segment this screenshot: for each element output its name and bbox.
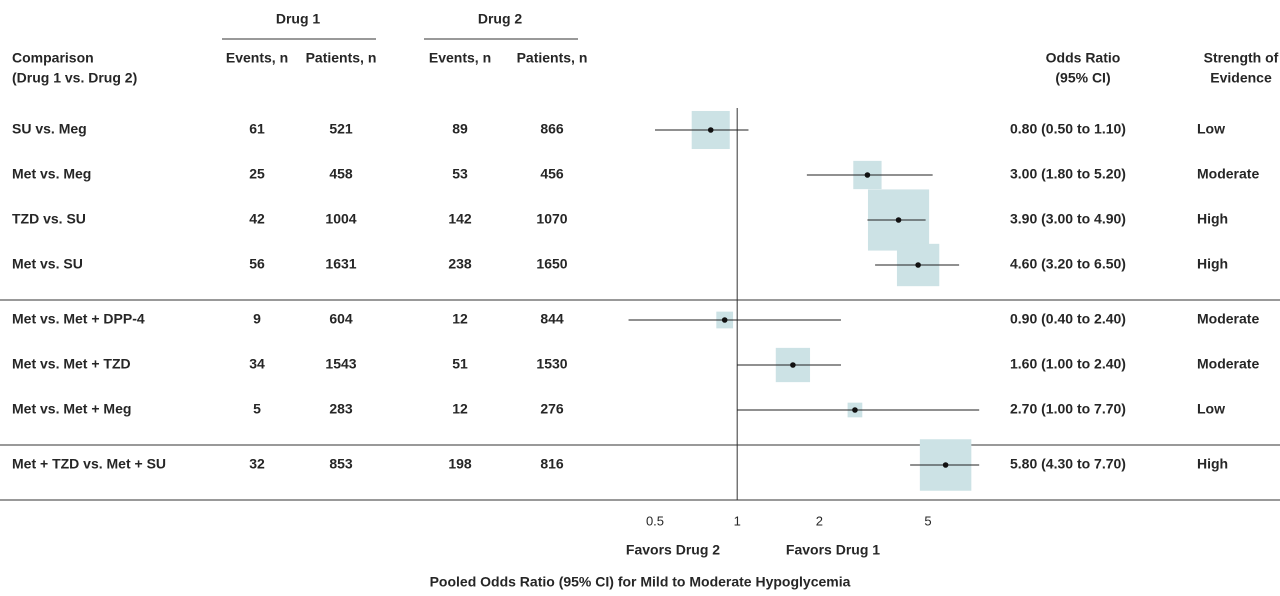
- or-label: 0.90 (0.40 to 2.40): [1010, 311, 1126, 327]
- count-cell: 42: [249, 211, 265, 227]
- column-header: Events, n: [429, 50, 491, 66]
- count-cell: 283: [329, 401, 353, 417]
- comparison: Met vs. Met + TZD: [12, 356, 131, 372]
- count-cell: 34: [249, 356, 265, 372]
- count-cell: 456: [540, 166, 564, 182]
- count-cell: 89: [452, 121, 468, 137]
- comparison: Met vs. SU: [12, 256, 83, 272]
- x-tick-label: 5: [924, 513, 931, 528]
- count-cell: 53: [452, 166, 468, 182]
- count-cell: 12: [452, 311, 468, 327]
- count-cell: 56: [249, 256, 265, 272]
- point-estimate: [942, 462, 949, 468]
- strength: Low: [1197, 121, 1225, 137]
- x-tick-label: 2: [816, 513, 823, 528]
- strength: Moderate: [1197, 166, 1259, 182]
- count-cell: 9: [253, 311, 261, 327]
- or-label: 2.70 (1.00 to 7.70): [1010, 401, 1126, 417]
- column-header: Odds Ratio: [1046, 50, 1121, 66]
- count-cell: 198: [448, 456, 472, 472]
- point-estimate: [707, 127, 714, 133]
- count-cell: 458: [329, 166, 353, 182]
- strength: Moderate: [1197, 356, 1259, 372]
- comparison: SU vs. Meg: [12, 121, 87, 137]
- count-cell: 866: [540, 121, 564, 137]
- count-cell: 142: [448, 211, 472, 227]
- count-cell: 521: [329, 121, 353, 137]
- count-cell: 61: [249, 121, 265, 137]
- point-estimate: [852, 407, 858, 413]
- comparison: Met vs. Met + DPP-4: [12, 311, 145, 327]
- or-label: 3.00 (1.80 to 5.20): [1010, 166, 1126, 182]
- count-cell: 1543: [325, 356, 356, 372]
- strength: High: [1197, 211, 1228, 227]
- column-header: Comparison: [12, 50, 94, 66]
- strength: Low: [1197, 401, 1225, 417]
- count-cell: 853: [329, 456, 353, 472]
- count-cell: 25: [249, 166, 265, 182]
- comparison: Met vs. Meg: [12, 166, 91, 182]
- or-label: 5.80 (4.30 to 7.70): [1010, 456, 1126, 472]
- count-cell: 1631: [325, 256, 356, 272]
- count-cell: 844: [540, 311, 564, 327]
- point-estimate: [915, 262, 921, 268]
- count-cell: 51: [452, 356, 468, 372]
- group-header: Drug 2: [478, 11, 523, 27]
- count-cell: 1004: [325, 211, 356, 227]
- count-cell: 5: [253, 401, 261, 417]
- axis-title: Pooled Odds Ratio (95% CI) for Mild to M…: [430, 574, 851, 590]
- column-header: Evidence: [1210, 70, 1272, 86]
- count-cell: 1070: [536, 211, 567, 227]
- comparison: TZD vs. SU: [12, 211, 86, 227]
- favors-label: Favors Drug 2: [626, 542, 720, 558]
- favors-label: Favors Drug 1: [786, 542, 880, 558]
- count-cell: 1650: [536, 256, 567, 272]
- column-header: (95% CI): [1055, 70, 1110, 86]
- strength: Moderate: [1197, 311, 1259, 327]
- or-label: 0.80 (0.50 to 1.10): [1010, 121, 1126, 137]
- column-header: Patients, n: [306, 50, 377, 66]
- or-label: 3.90 (3.00 to 4.90): [1010, 211, 1126, 227]
- column-header: Patients, n: [517, 50, 588, 66]
- count-cell: 32: [249, 456, 265, 472]
- count-cell: 816: [540, 456, 564, 472]
- strength: High: [1197, 256, 1228, 272]
- or-label: 4.60 (3.20 to 6.50): [1010, 256, 1126, 272]
- count-cell: 276: [540, 401, 564, 417]
- column-header: Events, n: [226, 50, 288, 66]
- point-estimate: [790, 362, 796, 368]
- point-estimate: [895, 217, 902, 223]
- x-tick-label: 1: [734, 513, 741, 528]
- column-header: (Drug 1 vs. Drug 2): [12, 70, 137, 86]
- strength: High: [1197, 456, 1228, 472]
- count-cell: 238: [448, 256, 472, 272]
- point-estimate: [864, 172, 871, 178]
- comparison: Met vs. Met + Meg: [12, 401, 131, 417]
- comparison: Met + TZD vs. Met + SU: [12, 456, 166, 472]
- count-cell: 1530: [536, 356, 567, 372]
- or-label: 1.60 (1.00 to 2.40): [1010, 356, 1126, 372]
- x-tick-label: 0.5: [646, 513, 664, 528]
- column-header: Strength of: [1204, 50, 1279, 66]
- count-cell: 604: [329, 311, 353, 327]
- count-cell: 12: [452, 401, 468, 417]
- group-header: Drug 1: [276, 11, 321, 27]
- point-estimate: [721, 317, 728, 323]
